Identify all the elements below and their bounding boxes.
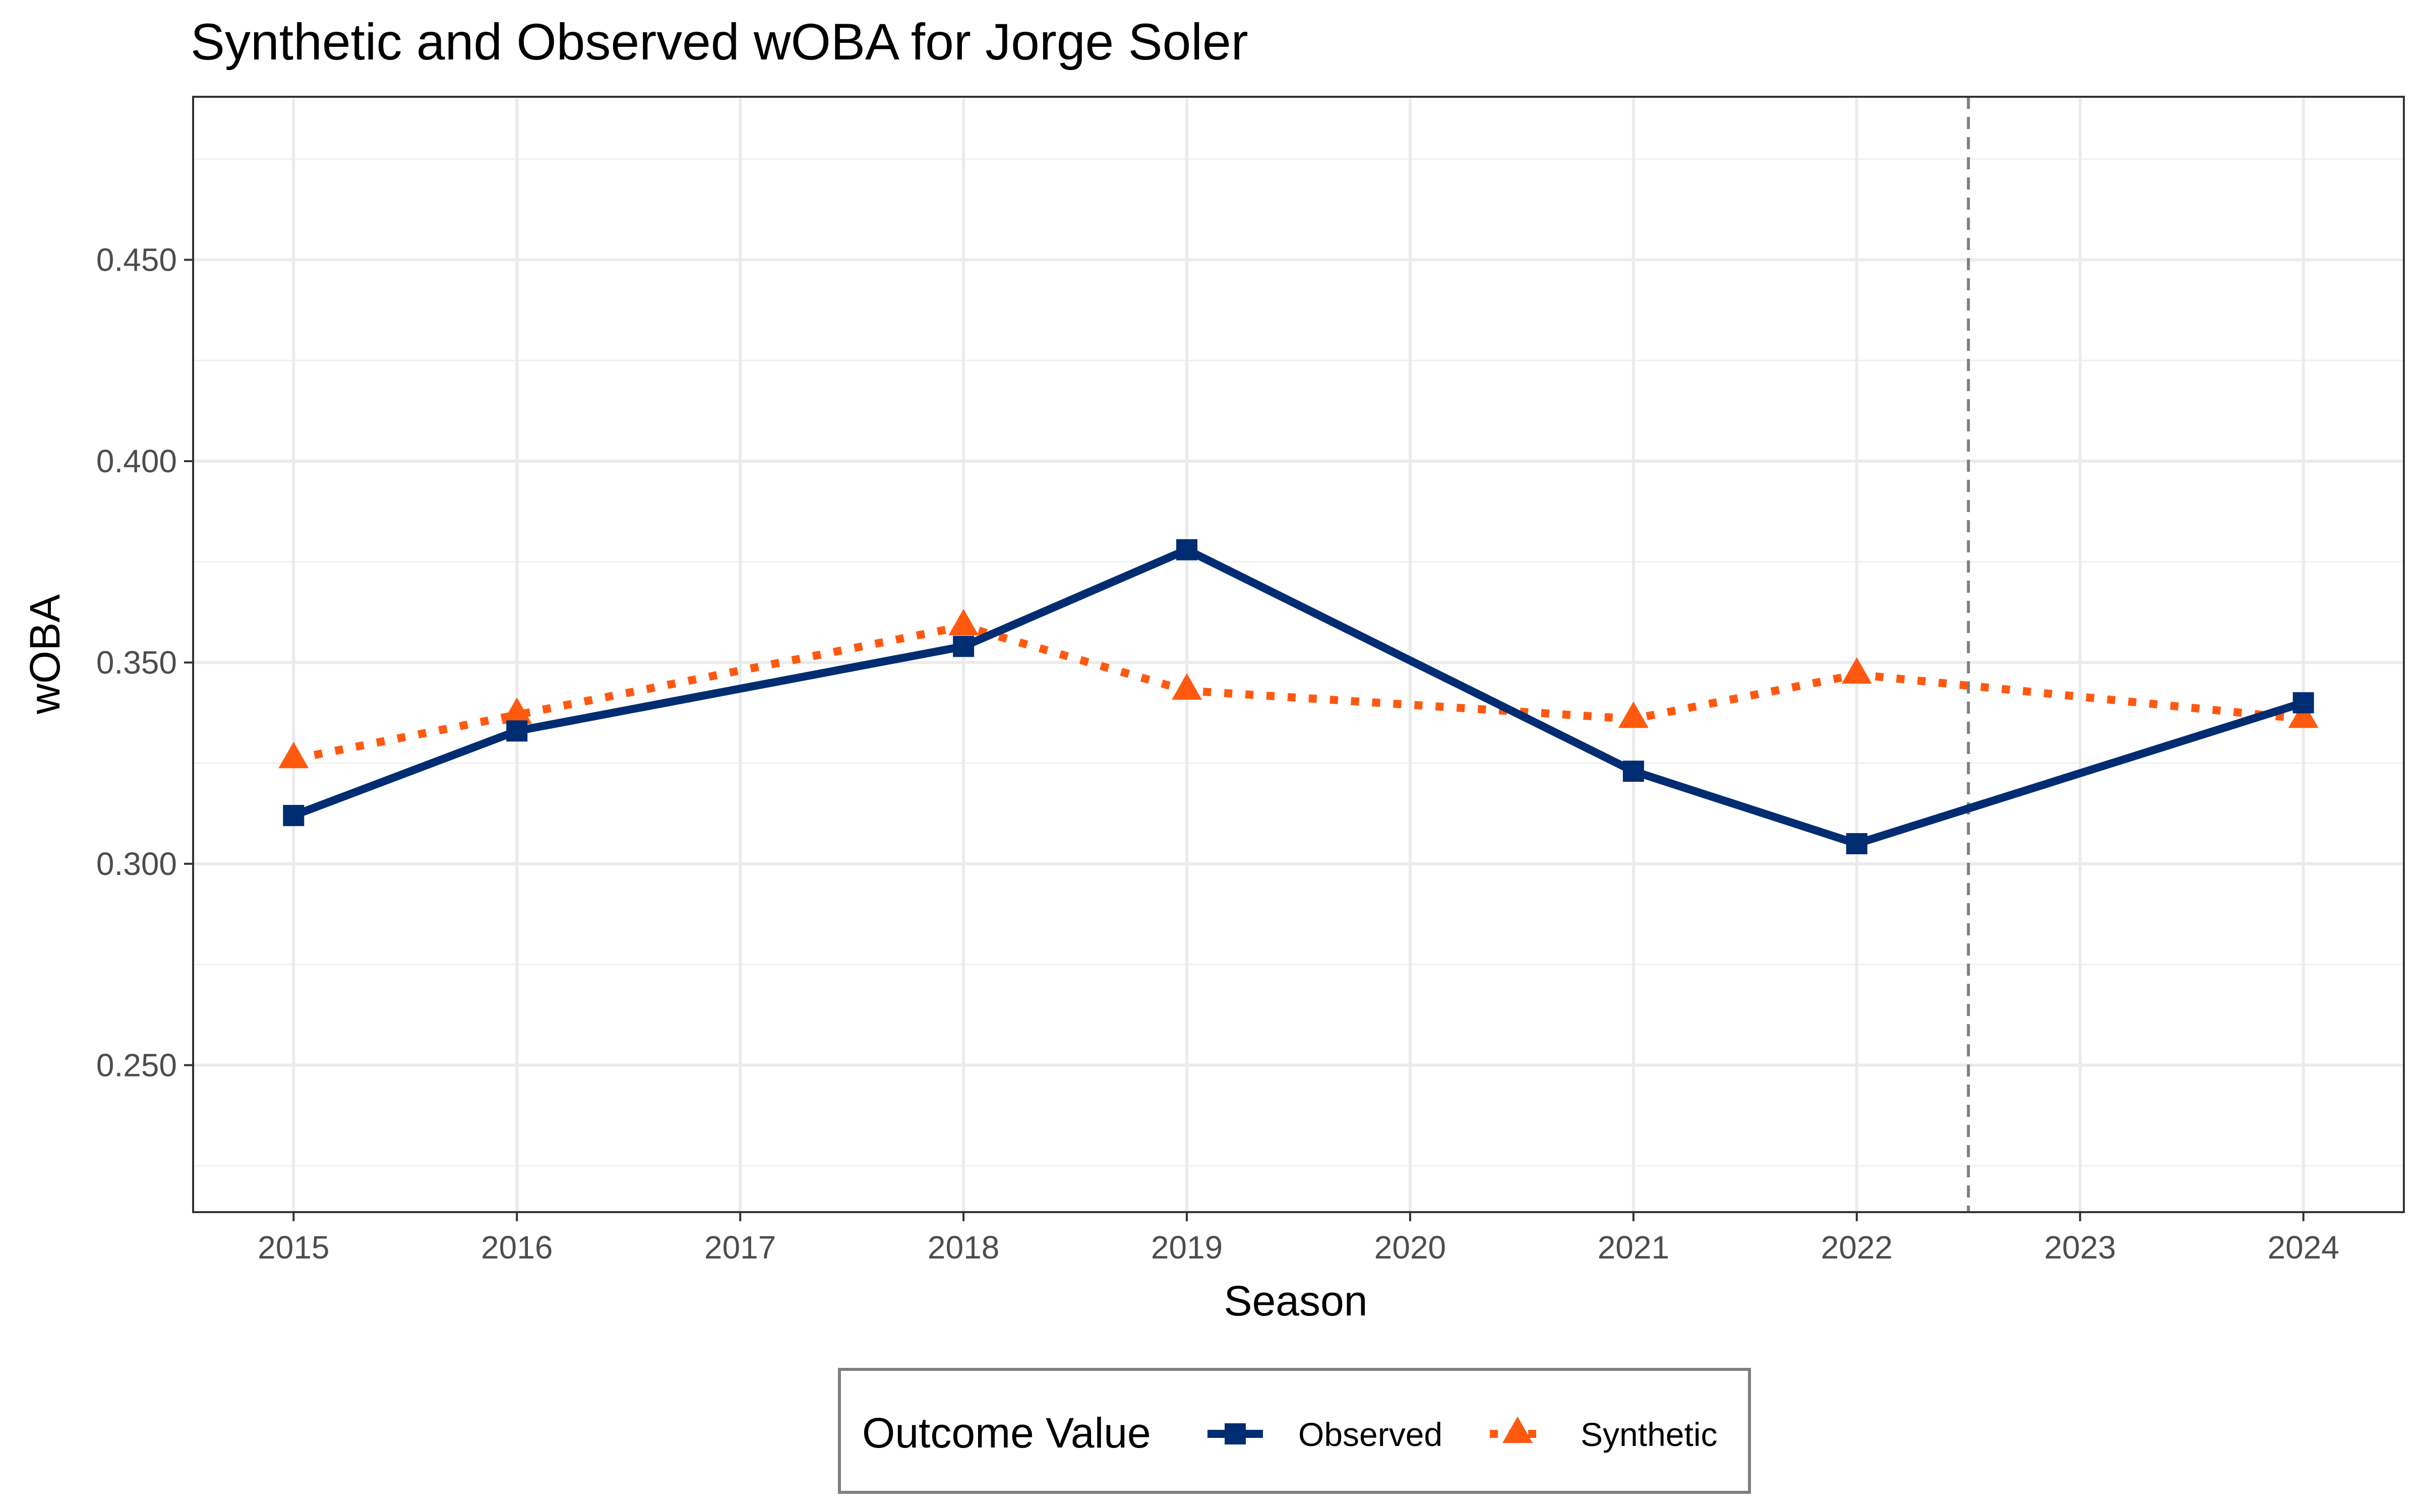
y-axis-title: wOBA (21, 594, 69, 715)
observed-point (283, 805, 305, 827)
y-tick-label: 0.350 (96, 644, 177, 680)
observed-point (1622, 761, 1644, 782)
legend-title: Outcome Value (862, 1409, 1151, 1457)
synthetic-point (948, 609, 979, 636)
synthetic-point (1841, 657, 1872, 684)
legend-box (838, 1368, 1751, 1494)
legend-label-synthetic: Synthetic (1581, 1416, 1717, 1453)
y-tick-label: 0.400 (96, 443, 177, 479)
legend-label-observed: Observed (1298, 1416, 1442, 1453)
y-tick-label: 0.450 (96, 242, 177, 278)
synthetic-point (278, 741, 309, 769)
legend: Outcome Value Observed Synthetic (838, 1368, 1751, 1494)
legend-key-marker-observed (1225, 1423, 1246, 1444)
x-tick-label: 2021 (1598, 1229, 1669, 1266)
y-tick-label: 0.300 (96, 846, 177, 882)
plot-panel-border (192, 96, 2405, 1213)
synthetic-point (1618, 701, 1649, 728)
legend-key-marker-synthetic (1502, 1416, 1533, 1443)
grid-major (193, 97, 2404, 1212)
x-tick-label: 2016 (481, 1229, 553, 1266)
observed-point (953, 636, 975, 657)
x-tick-label: 2024 (2267, 1229, 2339, 1266)
observed-point (506, 720, 528, 742)
observed-point (1846, 833, 1867, 854)
observed-point (1176, 539, 1198, 560)
x-tick-label: 2019 (1151, 1229, 1223, 1266)
observed-point (2292, 692, 2314, 714)
chart-title: Synthetic and Observed wOBA for Jorge So… (191, 13, 1248, 71)
synthetic-point (2288, 701, 2319, 728)
legend-entries: Observed Synthetic (1207, 1416, 1717, 1453)
grid-minor (193, 158, 2404, 1167)
x-axis-title: Season (1224, 1277, 1368, 1325)
x-tick-label: 2020 (1374, 1229, 1446, 1266)
x-tick-label: 2015 (258, 1229, 329, 1266)
synthetic-point (502, 697, 532, 724)
synthetic-point (1172, 673, 1202, 700)
x-tick-label: 2017 (704, 1229, 776, 1266)
x-axis: 2015 2016 2017 2018 2019 2020 2021 2022 2023 2024 (258, 1212, 2339, 1266)
x-tick-label: 2023 (2044, 1229, 2116, 1266)
series-markers (278, 539, 2319, 854)
x-tick-label: 2022 (1821, 1229, 1893, 1266)
y-axis: 0.250 0.300 0.350 0.400 0.450 (96, 242, 193, 1083)
x-tick-label: 2018 (928, 1229, 999, 1266)
y-tick-label: 0.250 (96, 1047, 177, 1083)
